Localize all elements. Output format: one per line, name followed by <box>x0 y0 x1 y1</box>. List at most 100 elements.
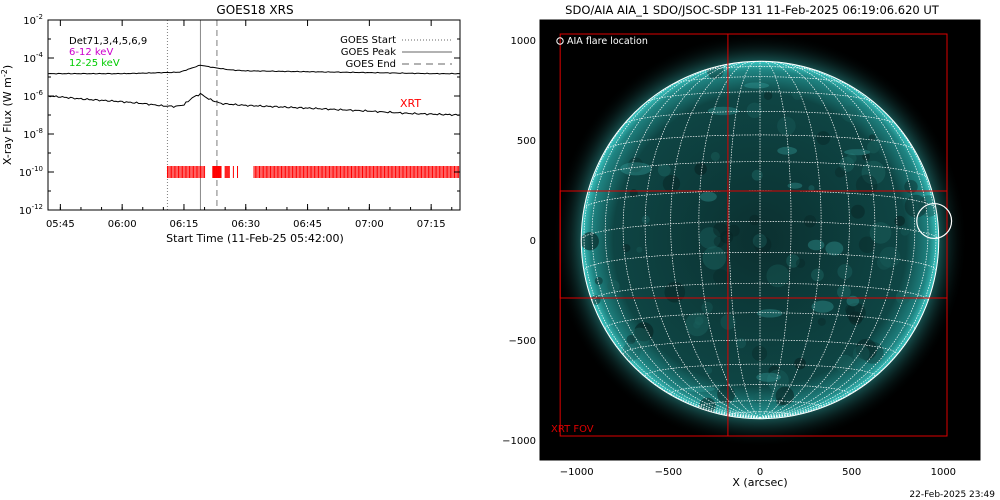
disk-texture-blob <box>607 280 620 293</box>
goes-legend-label: GOES Peak <box>341 47 396 58</box>
disk-texture-blob <box>702 246 727 270</box>
disk-texture-blob <box>710 151 720 161</box>
flare-location-legend: AIA flare location <box>567 36 648 47</box>
xrt-fov <box>559 33 948 437</box>
grid-meridian <box>670 61 761 419</box>
disk-bright-region <box>807 239 825 251</box>
disk-bright-region <box>777 146 798 155</box>
disk-bright-region <box>756 372 781 382</box>
disk-texture-blob <box>594 276 603 285</box>
heliographic-grid <box>580 61 940 419</box>
grid-parallel <box>592 161 928 179</box>
grid-parallel <box>644 363 876 377</box>
xrt-fov-inner <box>559 190 948 299</box>
solar-disk-texture <box>581 62 939 415</box>
aia-x-axis-label: X (arcsec) <box>732 476 787 489</box>
goes-chart-title: GOES18 XRS <box>216 3 293 17</box>
footer-timestamp: 22-Feb-2025 23:49 <box>909 490 995 500</box>
disk-texture-blob <box>753 392 764 404</box>
disk-texture-blob <box>844 304 855 315</box>
disk-texture-blob <box>792 88 804 100</box>
goes-plot-area <box>47 20 461 210</box>
grid-parallel <box>670 384 850 395</box>
disk-bright-region <box>744 82 770 89</box>
goes-legend-label: GOES Start <box>340 35 396 46</box>
disk-texture-blob <box>763 91 773 101</box>
detector-info-label: 12-25 keV <box>69 58 120 69</box>
solar-limb <box>580 60 940 420</box>
goes-flux-series-1 <box>47 92 461 117</box>
disk-bright-region <box>683 385 715 392</box>
disk-texture-blob <box>637 341 647 351</box>
goes-xrs-chart: GOES18 XRS 05:45 06:00 06:15 06:30 06:45 07:0… <box>0 3 461 245</box>
disk-texture-blob <box>876 255 891 270</box>
disk-texture-blob <box>846 302 866 323</box>
disk-texture-blob <box>720 230 734 244</box>
disk-bright-region <box>707 106 739 116</box>
disk-texture-blob <box>855 338 878 361</box>
goes-y-tick-label: 10-4 <box>23 51 43 65</box>
disk-texture-blob <box>701 301 713 314</box>
goes-x-tick-label: 07:00 <box>355 219 384 230</box>
goes-x-tick-label: 05:45 <box>46 219 75 230</box>
disk-bright-region <box>620 162 652 176</box>
aia-x-tick-label: 1000 <box>931 467 956 478</box>
disk-texture-blob <box>622 342 641 361</box>
disk-texture-blob <box>754 236 772 254</box>
disk-texture-blob <box>751 169 763 181</box>
disk-texture-blob <box>735 338 747 349</box>
disk-texture-blob <box>811 268 824 282</box>
aia-x-tick-label: 500 <box>842 467 861 478</box>
grid-parallel <box>605 134 915 151</box>
disk-texture-blob <box>795 258 806 268</box>
grid-meridian <box>698 61 761 419</box>
goes-y-axis-label: X-ray Flux (W m-2) <box>0 65 14 165</box>
disk-texture-blob <box>850 204 865 219</box>
disk-texture-blob <box>855 174 878 197</box>
disk-bright-region <box>811 300 834 313</box>
disk-texture-blob <box>704 366 713 375</box>
goes-x-axis-label: Start Time (11-Feb-25 05:42:00) <box>166 232 344 245</box>
goes-y-tick-label: 10-6 <box>23 89 43 103</box>
disk-texture-blob <box>699 227 721 249</box>
aia-x-tick-label: −500 <box>655 467 682 478</box>
goes-axis-ticks: 05:45 06:00 06:15 06:30 06:45 07:00 07:15 10-2 1… <box>19 13 460 230</box>
disk-texture-blob <box>867 140 880 154</box>
aia-y-tick-label: −1000 <box>502 436 536 447</box>
disk-texture-blob <box>803 215 817 228</box>
disk-texture-blob <box>766 264 790 288</box>
disk-texture-blob <box>581 232 599 251</box>
grid-parallel <box>701 66 819 72</box>
grid-parallel <box>622 339 898 355</box>
disk-texture-blob <box>713 222 728 237</box>
goes-x-tick-label: 06:30 <box>231 219 260 230</box>
aia-x-tick-label: −1000 <box>560 467 594 478</box>
grid-parallel <box>623 111 897 125</box>
flare-location-legend-icon <box>556 37 564 45</box>
goes-x-tick-label: 06:00 <box>108 219 137 230</box>
disk-texture-blob <box>904 194 928 218</box>
disk-texture-blob <box>694 162 707 176</box>
disk-texture-blob <box>895 290 911 305</box>
aia-image-chart: SDO/AIA AIA_1 SDO/JSOC-SDP 131 11-Feb-20… <box>502 3 981 489</box>
disk-texture-blob <box>862 153 870 161</box>
solar-disk <box>581 61 939 419</box>
detector-info-label: Det71,3,4,5,6,9 <box>69 36 147 47</box>
disk-texture-blob <box>837 264 853 280</box>
goes-x-tick-label: 07:15 <box>417 219 446 230</box>
aia-y-tick-label: 1000 <box>511 36 536 47</box>
disk-texture-blob <box>837 285 851 299</box>
disk-texture-blob <box>751 345 768 361</box>
disk-texture-blob <box>786 254 800 268</box>
goes-legend-label: GOES End <box>346 59 396 70</box>
disk-texture-blob <box>817 317 826 326</box>
xrt-label: XRT <box>400 97 421 110</box>
disk-texture-blob <box>869 221 892 244</box>
disk-texture-blob <box>816 131 831 145</box>
disk-texture-blob <box>868 134 876 142</box>
goes-y-tick-label: 10-10 <box>19 165 43 179</box>
grid-meridian <box>622 62 761 419</box>
goes-x-tick-label: 06:45 <box>293 219 322 230</box>
